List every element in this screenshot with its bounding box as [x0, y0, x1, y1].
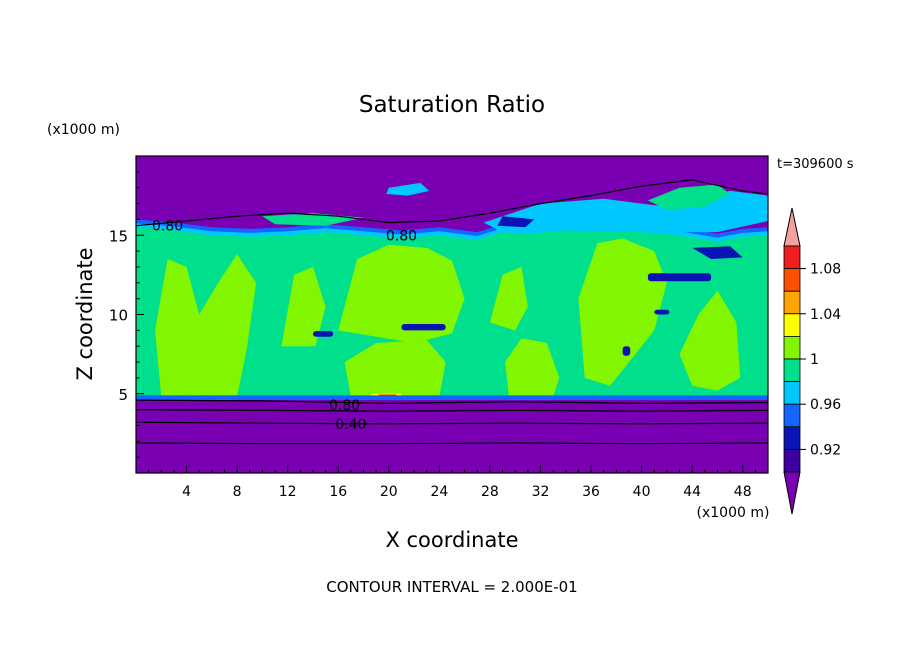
colorbar-label: 0.96	[810, 397, 841, 413]
supersaturated-region	[338, 244, 465, 343]
colorbar-swatch	[783, 290, 801, 315]
contour-label: 0.80	[152, 219, 183, 235]
y-tick-label: 15	[109, 227, 128, 245]
contour-lines	[136, 179, 768, 445]
x-tick-label: 8	[233, 484, 242, 500]
supersaturated-region	[344, 339, 446, 397]
colorbar-swatch	[783, 335, 801, 360]
low-saturation-streak	[622, 346, 631, 356]
cloud-patch	[497, 216, 535, 228]
colorbar-label: 1	[810, 352, 819, 368]
supersaturated-region	[281, 266, 326, 347]
x-tick-label: 24	[430, 484, 448, 500]
colorbar-label: 1.04	[810, 307, 841, 323]
cloud-patch	[386, 182, 430, 196]
y-axis: 5 10 15	[109, 171, 144, 458]
contour-interval-footer: CONTOUR INTERVAL = 2.000E-01	[326, 578, 577, 596]
x-tick-label: 36	[582, 484, 600, 500]
contour-line	[136, 421, 768, 425]
contour-labels: 0.80 0.80 0.80 0.40	[152, 219, 417, 433]
colorbar-swatch	[783, 245, 801, 270]
colorbar-above-triangle	[783, 207, 801, 247]
y-tick-label: 10	[109, 307, 128, 325]
colorbar-below-triangle	[783, 471, 801, 515]
supersaturated-region	[505, 338, 560, 397]
supersaturated-region	[489, 266, 528, 331]
cloud-patch	[647, 184, 731, 210]
contour-line	[136, 442, 768, 445]
colorbar-swatch	[783, 426, 801, 450]
x-unit-label: (x1000 m)	[697, 505, 770, 521]
dry-region-lower	[136, 400, 768, 473]
low-saturation-streak	[654, 309, 670, 315]
x-tick-label: 12	[279, 484, 297, 500]
x-tick-label: 48	[734, 484, 752, 500]
chart-title: Saturation Ratio	[359, 92, 545, 118]
contour-label: 0.80	[386, 228, 417, 244]
colorbar-swatch	[783, 403, 801, 428]
y-unit-label: (x1000 m)	[47, 122, 120, 138]
colorbar: 1.08 1.04 1 0.96 0.92	[783, 207, 841, 515]
y-axis-label: Z coordinate	[73, 247, 97, 380]
contour-line	[136, 409, 768, 412]
x-tick-label: 28	[481, 484, 499, 500]
supersaturated-region	[578, 238, 667, 386]
colorbar-label: 1.08	[810, 262, 841, 278]
low-saturation-streak	[312, 331, 334, 337]
x-tick-label: 44	[683, 484, 701, 500]
x-tick-label: 4	[182, 484, 191, 500]
low-saturation-streak	[401, 324, 446, 331]
low-saturation-streak	[647, 273, 712, 282]
supersaturated-region	[155, 254, 257, 397]
contour-label: 0.40	[335, 417, 366, 433]
contour-field	[136, 182, 768, 473]
plot-area	[136, 156, 768, 473]
colorbar-swatch	[783, 448, 801, 473]
x-tick-label: 20	[380, 484, 398, 500]
x-tick-label: 40	[633, 484, 651, 500]
x-tick-label: 16	[329, 484, 347, 500]
colorbar-swatch	[783, 358, 801, 383]
supersaturated-region	[679, 290, 741, 391]
y-tick-label: 5	[118, 386, 128, 404]
colorbar-label: 0.92	[810, 442, 841, 458]
contour-line	[136, 179, 768, 227]
colorbar-swatch	[783, 313, 801, 337]
x-axis-label: X coordinate	[385, 528, 518, 552]
cloud-patch	[692, 246, 743, 259]
colorbar-swatch	[783, 381, 801, 405]
x-tick-label: 32	[532, 484, 550, 500]
contour-label: 0.80	[329, 398, 360, 414]
cloud-base-edge	[136, 395, 768, 401]
contour-line	[136, 399, 768, 404]
colorbar-swatch	[783, 268, 801, 292]
time-label: t=309600 s	[777, 157, 854, 172]
x-axis: 4 8 12 16 20 24 28 32 36 40 44 48	[148, 465, 756, 500]
